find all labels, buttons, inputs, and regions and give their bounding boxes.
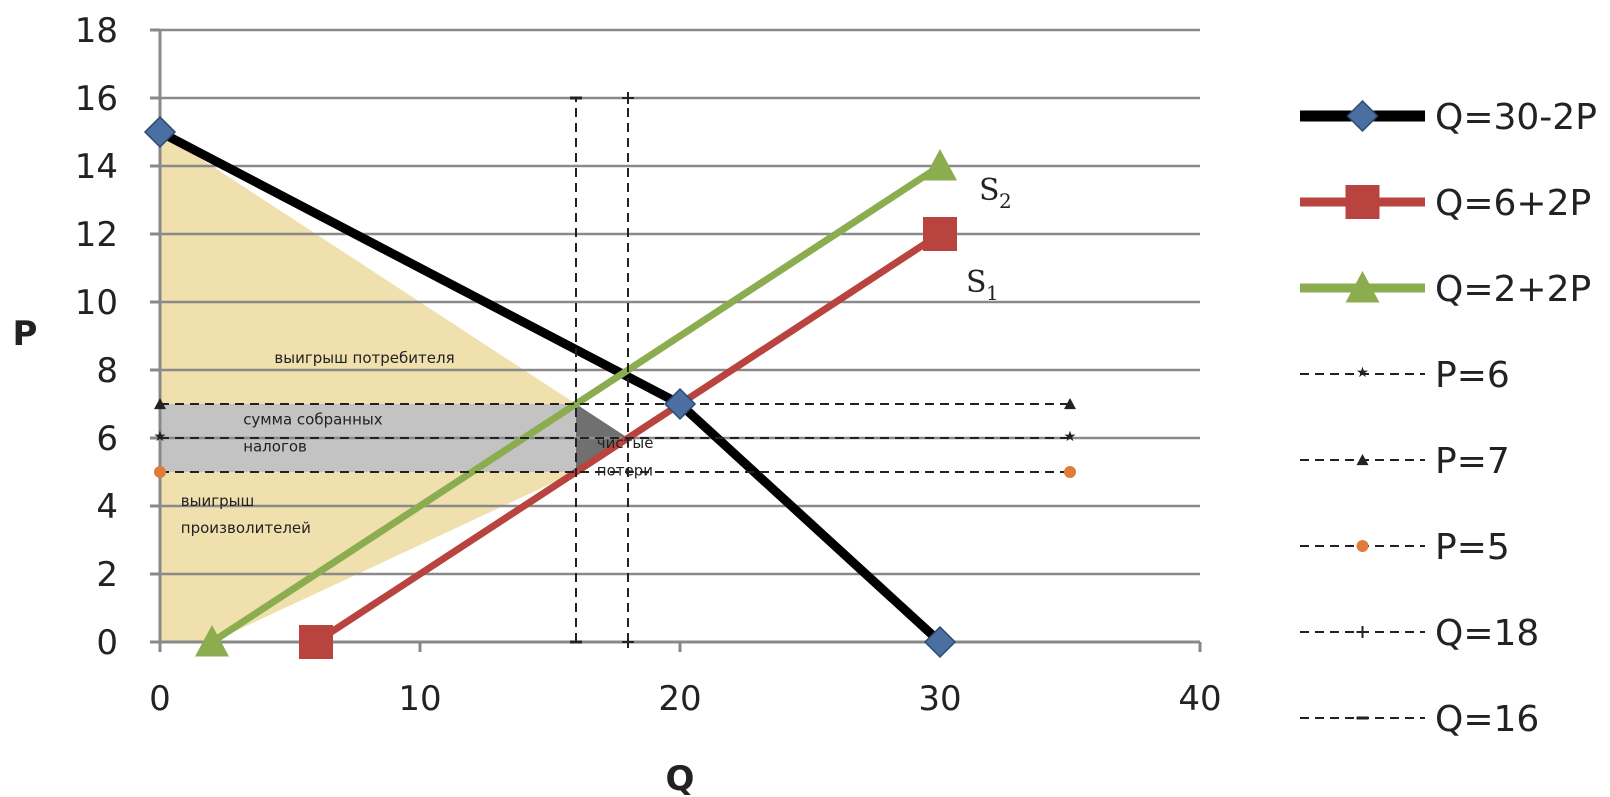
y-tick-label-7: 14 <box>75 147 118 187</box>
area-label-5: чистые <box>597 434 654 452</box>
area-label-6: потери <box>597 461 653 479</box>
area-label-3: выигрыш <box>181 492 254 510</box>
y-tick-label-9: 18 <box>75 11 118 51</box>
area-label-0: выигрыш потребителя <box>274 349 454 367</box>
x-tick-label-4: 40 <box>1178 679 1221 719</box>
series-3-point-0: ★ <box>154 429 167 445</box>
series-6-point-0 <box>622 636 634 648</box>
series-markers: ★ ★ <box>143 92 1077 659</box>
series-0-point-2 <box>923 625 957 659</box>
y-tick-label-1: 2 <box>96 555 118 595</box>
y-tick-label-6: 12 <box>75 215 118 255</box>
legend-label-4: P=7 <box>1435 441 1510 482</box>
legend-marker-5 <box>1356 540 1369 552</box>
y-tick-label-3: 6 <box>96 419 118 459</box>
region-2 <box>160 472 576 642</box>
series-0-point-1 <box>663 387 697 421</box>
area-label-4: произволителей <box>181 519 311 537</box>
legend-label-5: P=5 <box>1435 527 1510 568</box>
legend-marker-3: ★ <box>1356 365 1369 381</box>
series-3-point-1: ★ <box>1064 429 1077 445</box>
x-tick-label-1: 10 <box>398 679 441 719</box>
series-1-point-1 <box>923 217 957 251</box>
shaded-regions <box>160 132 628 642</box>
y-tick-label-0: 0 <box>96 623 118 663</box>
series-2-point-0 <box>195 625 229 657</box>
series-line-2 <box>210 163 942 645</box>
legend-marker-2 <box>1345 271 1380 303</box>
y-tick-label-8: 16 <box>75 79 118 119</box>
legend-marker-4 <box>1356 454 1369 466</box>
series-1-point-0 <box>299 625 333 659</box>
legend-marker-6 <box>1356 626 1369 638</box>
series-5-point-0 <box>154 466 166 478</box>
region-0 <box>160 132 576 404</box>
legend-label-1: Q=6+2P <box>1435 183 1591 224</box>
x-tick-label-3: 30 <box>918 679 961 719</box>
y-axis-title: P <box>13 314 38 354</box>
series-tag-sub-0: 2 <box>999 189 1012 213</box>
y-tick-label-4: 8 <box>96 351 118 391</box>
series-tag-1: S <box>966 265 987 300</box>
annotations: выигрыш потребителя сумма собранных налого… <box>181 173 1012 537</box>
legend-label-0: Q=30-2P <box>1435 97 1597 138</box>
series-5-point-1 <box>1064 466 1076 478</box>
series-4-point-1 <box>1064 398 1076 410</box>
series-6-point-1 <box>622 92 634 104</box>
series-0-point-0 <box>143 115 177 149</box>
series-tag-0: S <box>979 173 1000 208</box>
series-tag-sub-1: 1 <box>986 281 999 305</box>
area-label-2: налогов <box>243 438 307 456</box>
x-tick-label-0: 0 <box>149 679 171 719</box>
series-4-point-0 <box>154 398 166 410</box>
y-tick-label-5: 10 <box>75 283 118 323</box>
area-label-1: сумма собранных <box>243 410 383 428</box>
series-2-point-1 <box>923 149 957 181</box>
legend-marker-0 <box>1346 99 1379 133</box>
legend-label-3: P=6 <box>1435 355 1510 396</box>
legend-label-6: Q=18 <box>1435 613 1539 654</box>
x-axis-title: Q <box>666 759 695 797</box>
y-tick-label-2: 4 <box>96 487 118 527</box>
legend: Q=30-2P Q=6+2P Q=2+2P ★ P=6 P=7 P=5 Q=18 Q=16 <box>1300 97 1597 740</box>
x-tick-label-2: 20 <box>658 679 701 719</box>
legend-label-7: Q=16 <box>1435 699 1539 740</box>
legend-label-2: Q=2+2P <box>1435 269 1591 310</box>
legend-marker-1 <box>1345 185 1380 219</box>
